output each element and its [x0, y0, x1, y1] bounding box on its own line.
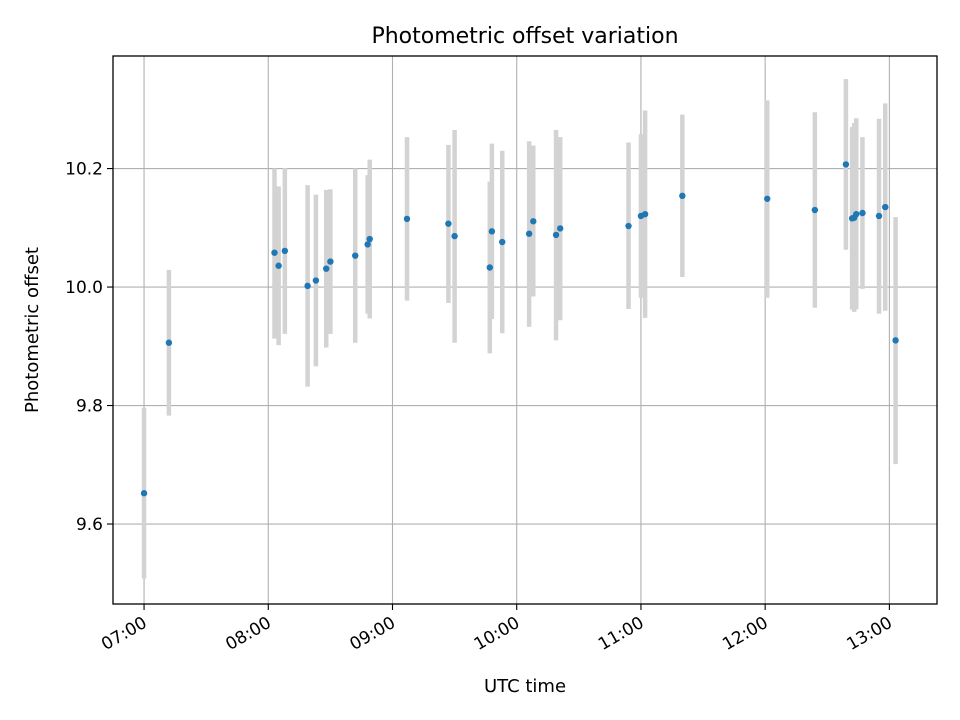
- data-point: [488, 228, 496, 235]
- data-points: [140, 161, 899, 497]
- data-point: [499, 238, 506, 246]
- chart-title: Photometric offset variation: [371, 24, 678, 49]
- data-point: [853, 210, 860, 218]
- data-point: [304, 282, 311, 290]
- data-point: [312, 277, 320, 284]
- data-point: [352, 252, 359, 259]
- data-point: [892, 337, 899, 344]
- data-point: [323, 265, 330, 272]
- data-point: [875, 212, 883, 220]
- data-point: [530, 218, 537, 225]
- data-point: [140, 490, 148, 497]
- data-point: [445, 220, 452, 227]
- data-point: [859, 209, 866, 217]
- data-point: [451, 232, 458, 240]
- data-point: [882, 203, 889, 211]
- data-point: [641, 210, 649, 218]
- data-point: [552, 231, 560, 239]
- data-point: [271, 249, 278, 256]
- data-point: [679, 192, 686, 200]
- y-tick-label: 9.8: [76, 397, 103, 417]
- data-point: [811, 206, 819, 214]
- data-point: [525, 230, 533, 237]
- data-point: [327, 258, 334, 265]
- plot-frame: [112, 55, 938, 605]
- y-tick-label: 10.2: [65, 160, 103, 180]
- data-point: [556, 225, 564, 232]
- data-point: [486, 264, 494, 271]
- data-point: [842, 161, 850, 168]
- y-tick-label: 9.6: [76, 515, 103, 535]
- data-point: [764, 195, 771, 202]
- y-tick-label: 10.0: [65, 278, 103, 298]
- data-point: [625, 222, 632, 230]
- grid-lines: [113, 56, 937, 604]
- y-axis-ticks: 9.6 9.8 10.0 10.2: [65, 160, 113, 535]
- data-point: [281, 247, 289, 255]
- data-point: [403, 215, 411, 223]
- y-axis-label: Photometric offset: [22, 247, 43, 413]
- data-point: [366, 235, 373, 243]
- data-point: [165, 339, 173, 346]
- data-point: [364, 241, 371, 248]
- x-axis-label: UTC time: [484, 676, 566, 697]
- data-point: [275, 262, 282, 269]
